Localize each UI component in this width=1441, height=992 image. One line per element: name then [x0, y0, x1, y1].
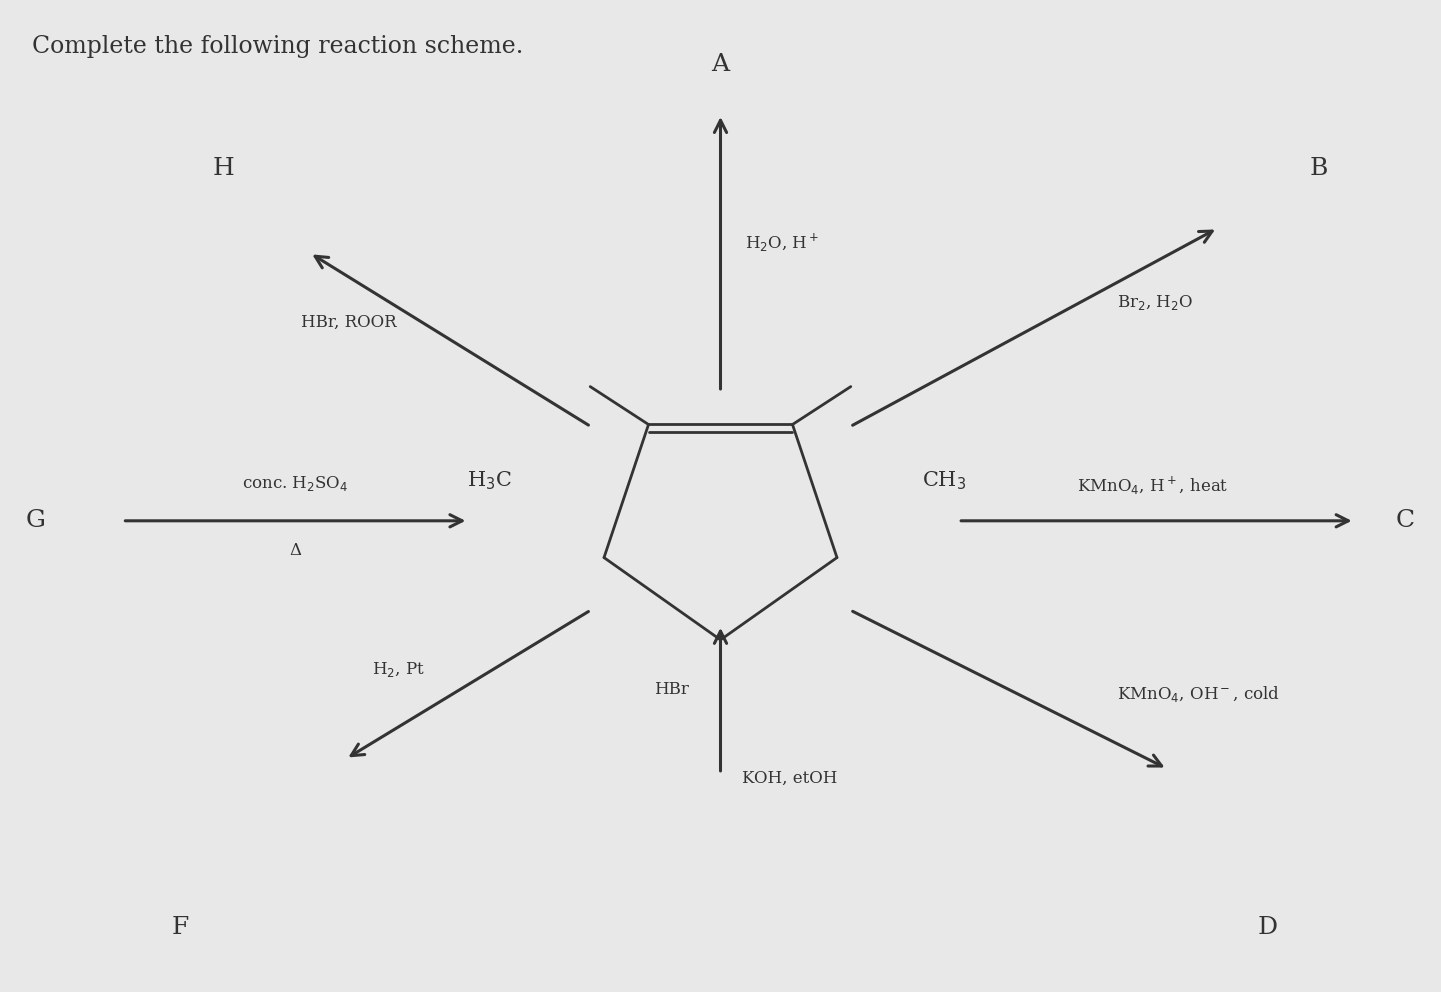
- Text: G: G: [26, 509, 46, 533]
- Text: F: F: [171, 916, 189, 939]
- Text: H$_2$O, H$^+$: H$_2$O, H$^+$: [745, 232, 820, 254]
- Text: KMnO$_4$, OH$^-$, cold: KMnO$_4$, OH$^-$, cold: [1117, 684, 1280, 704]
- Text: H: H: [212, 157, 235, 181]
- Text: B: B: [1310, 157, 1327, 181]
- Text: conc. H$_2$SO$_4$: conc. H$_2$SO$_4$: [242, 473, 349, 493]
- Text: KMnO$_4$, H$^+$, heat: KMnO$_4$, H$^+$, heat: [1076, 475, 1229, 497]
- Text: H$_3$C: H$_3$C: [467, 470, 513, 492]
- Text: HBr: HBr: [654, 681, 689, 698]
- Text: HBr, ROOR: HBr, ROOR: [301, 313, 396, 331]
- Text: Br$_2$, H$_2$O: Br$_2$, H$_2$O: [1117, 293, 1193, 312]
- Text: H$_2$, Pt: H$_2$, Pt: [372, 660, 425, 680]
- Text: D: D: [1258, 916, 1278, 939]
- Text: KOH, etOH: KOH, etOH: [742, 770, 837, 788]
- Text: Δ: Δ: [290, 542, 301, 559]
- Text: Complete the following reaction scheme.: Complete the following reaction scheme.: [32, 35, 523, 58]
- Text: A: A: [712, 53, 729, 76]
- Text: C: C: [1395, 509, 1415, 533]
- Text: CH$_3$: CH$_3$: [922, 470, 965, 492]
